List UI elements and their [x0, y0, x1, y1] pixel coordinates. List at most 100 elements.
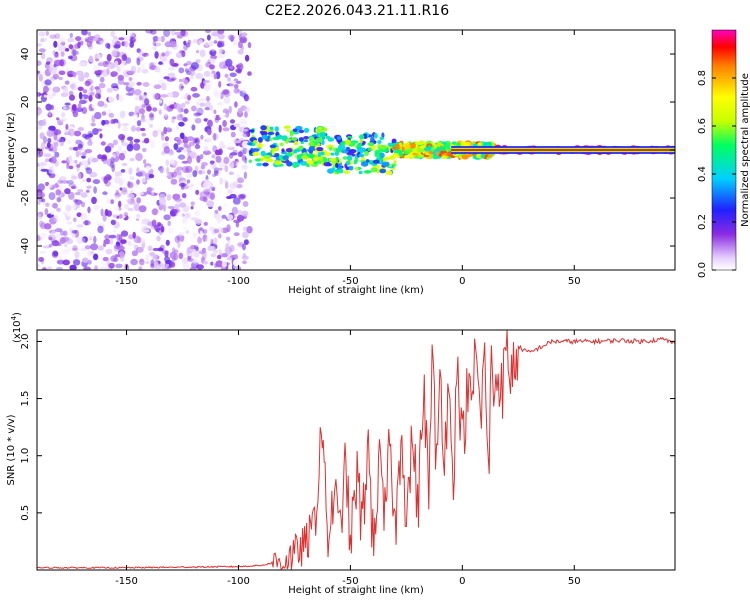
- heatmap-cell: [54, 33, 61, 39]
- heatmap-cell: [144, 172, 152, 180]
- heatmap-cell: [229, 119, 236, 124]
- heatmap-cell: [214, 149, 221, 156]
- heatmap-cell: [49, 87, 55, 95]
- heatmap-cell: [223, 89, 231, 98]
- heatmap-cell: [149, 113, 155, 121]
- heatmap-cell: [313, 156, 319, 162]
- heatmap-cell: [164, 260, 171, 264]
- heatmap-cell: [197, 236, 203, 244]
- heatmap-cell: [47, 55, 52, 63]
- heatmap-cell: [59, 119, 65, 124]
- heatmap-cell: [136, 57, 141, 66]
- heatmap-cell: [116, 93, 120, 101]
- heatmap-cell: [162, 113, 167, 118]
- heatmap-cell: [102, 256, 109, 262]
- heatmap-cell: [203, 229, 208, 234]
- heatmap-cell: [119, 110, 126, 119]
- heatmap-cell: [176, 201, 181, 206]
- heatmap-cell: [53, 40, 58, 48]
- heatmap-cell: [117, 74, 125, 81]
- heatmap-cell: [47, 137, 52, 144]
- heatmap-cell: [320, 151, 325, 156]
- heatmap-cell: [38, 257, 44, 262]
- heatmap-cell: [161, 133, 165, 141]
- spectrogram-y-ticks: -40 -20 0 20 40: [20, 48, 675, 254]
- heatmap-cell: [172, 116, 177, 120]
- heatmap-cell: [53, 59, 62, 66]
- heatmap-cell: [151, 208, 159, 216]
- heatmap-cell: [203, 221, 208, 226]
- heatmap-cell: [207, 119, 213, 128]
- heatmap-cell: [357, 143, 362, 147]
- heatmap-cell: [84, 149, 93, 154]
- heatmap-cell: [42, 201, 50, 206]
- heatmap-cell: [158, 109, 162, 115]
- heatmap-cell: [146, 187, 155, 191]
- heatmap-cell: [189, 233, 195, 242]
- heatmap-cell: [209, 104, 214, 111]
- heatmap-cell: [163, 126, 168, 135]
- heatmap-cell: [193, 112, 202, 117]
- heatmap-cell: [37, 162, 40, 167]
- heatmap-cell: [217, 102, 223, 106]
- heatmap-cell: [187, 94, 192, 101]
- heatmap-cell: [165, 239, 170, 246]
- heatmap-cell: [328, 158, 337, 162]
- heatmap-cell: [442, 141, 447, 145]
- heatmap-cell: [193, 251, 200, 258]
- heatmap-cell: [42, 266, 47, 270]
- heatmap-cell: [156, 235, 161, 242]
- heatmap-cell: [194, 144, 201, 150]
- heatmap-cell: [93, 253, 99, 261]
- heatmap-cell: [205, 30, 211, 34]
- heatmap-cell: [218, 206, 222, 211]
- heatmap-cell: [241, 128, 249, 132]
- heatmap-cell: [199, 191, 207, 199]
- heatmap-cell: [176, 234, 185, 242]
- heatmap-cell: [391, 138, 397, 144]
- heatmap-cell: [174, 168, 179, 174]
- heatmap-cell: [336, 136, 342, 141]
- heatmap-cell: [381, 145, 386, 150]
- heatmap-cell: [108, 95, 115, 104]
- heatmap-cell: [136, 179, 140, 185]
- heatmap-cell: [126, 80, 135, 88]
- heatmap-cell: [343, 170, 350, 175]
- heatmap-cell: [220, 92, 224, 100]
- heatmap-cell: [224, 181, 229, 189]
- heatmap-cell: [198, 170, 203, 175]
- spectrogram-y-label: Frequency (Hz): [6, 112, 17, 188]
- heatmap-cell: [75, 150, 80, 158]
- heatmap-cell: [123, 40, 129, 48]
- heatmap-cell: [122, 82, 130, 86]
- heatmap-cell: [49, 62, 54, 69]
- x-tick-label: 0: [459, 276, 465, 287]
- colorbar-tick-label: 0.2: [697, 214, 708, 230]
- heatmap-cell: [93, 186, 97, 194]
- heatmap-cell: [88, 94, 93, 102]
- heatmap-cell: [102, 119, 110, 125]
- heatmap-cell: [92, 179, 101, 185]
- heatmap-cell: [37, 70, 41, 74]
- heatmap-cell: [338, 168, 344, 174]
- heatmap-cell: [69, 264, 77, 270]
- heatmap-cell: [210, 261, 214, 266]
- heatmap-cell: [373, 133, 378, 139]
- heatmap-cell: [159, 167, 166, 173]
- heatmap-cell: [223, 156, 230, 164]
- heatmap-cell: [146, 105, 152, 112]
- heatmap-cell: [404, 155, 409, 159]
- heatmap-cell: [82, 257, 89, 263]
- x-tick-label: -100: [227, 276, 250, 287]
- heatmap-cell: [49, 57, 57, 61]
- heatmap-cell: [86, 86, 91, 93]
- heatmap-cell: [109, 234, 117, 239]
- heatmap-cell: [241, 140, 250, 149]
- heatmap-cell: [213, 132, 217, 141]
- heatmap-cell: [81, 237, 86, 244]
- heatmap-cell: [243, 117, 250, 121]
- heatmap-cell: [191, 105, 197, 112]
- heatmap-cell: [389, 155, 396, 160]
- heatmap-cell: [56, 207, 62, 212]
- heatmap-cell: [460, 141, 468, 148]
